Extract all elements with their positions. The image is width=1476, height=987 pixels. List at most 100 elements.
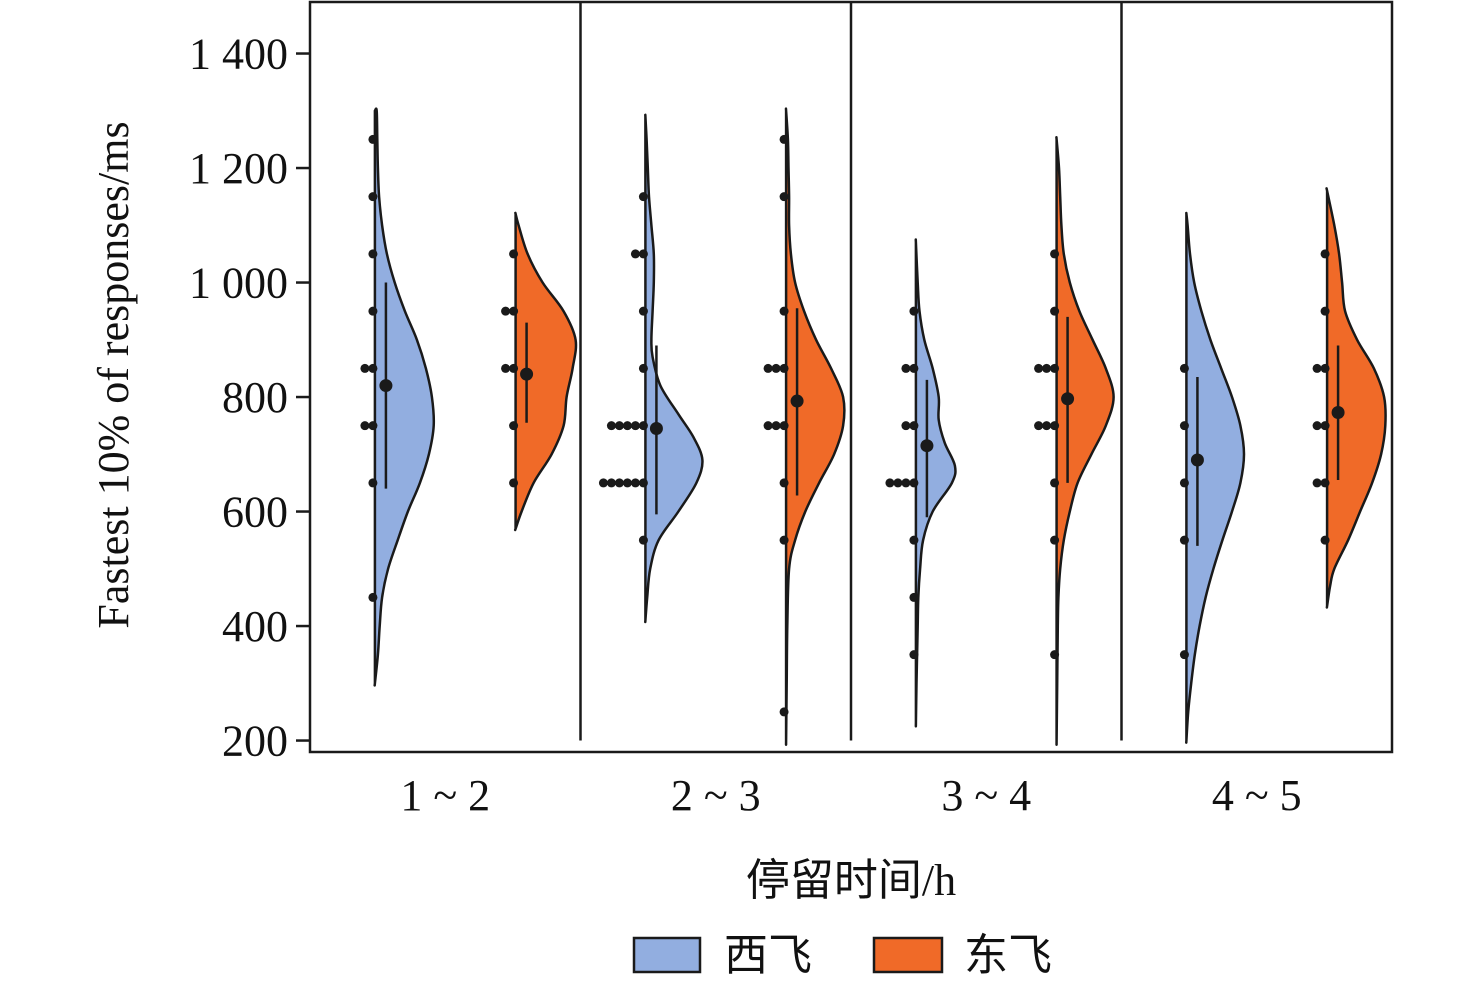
violin-body [784, 107, 846, 746]
violin-body [644, 113, 704, 624]
data-point [509, 249, 519, 259]
y-tick-label: 1 400 [189, 30, 288, 79]
data-point [779, 306, 789, 316]
x-tick-label: 4 ~ 5 [1212, 771, 1302, 820]
data-point [509, 421, 519, 431]
data-point [638, 535, 648, 545]
data-point [622, 421, 632, 431]
legend-swatch-dongfei [872, 936, 944, 974]
data-point [779, 421, 789, 431]
data-point [779, 478, 789, 488]
mean-point [520, 367, 534, 381]
x-tick-label: 1 ~ 2 [400, 771, 490, 820]
data-point [771, 421, 781, 431]
data-point [771, 363, 781, 373]
y-axis-ticks: 200 400 600 800 1 000 1 200 1 400 [189, 30, 310, 766]
data-point [1320, 421, 1330, 431]
data-point [1050, 363, 1060, 373]
data-point [1179, 535, 1189, 545]
data-point [1179, 363, 1189, 373]
mean-point [1190, 453, 1204, 467]
data-point [368, 592, 378, 602]
data-point [1050, 306, 1060, 316]
data-point [909, 592, 919, 602]
y-tick-label: 400 [222, 602, 288, 651]
violin-body [373, 107, 436, 687]
data-point [909, 306, 919, 316]
data-point [368, 478, 378, 488]
legend-label-xifei: 西飞 [724, 930, 812, 981]
data-point [638, 478, 648, 488]
data-point [368, 249, 378, 259]
data-point [901, 478, 911, 488]
data-point [1312, 478, 1322, 488]
data-point [368, 134, 378, 144]
data-point [630, 421, 640, 431]
data-point [909, 535, 919, 545]
data-point [638, 306, 648, 316]
data-point [885, 478, 895, 488]
data-point [360, 421, 370, 431]
data-point [638, 363, 648, 373]
data-point [779, 363, 789, 373]
data-point [1042, 363, 1052, 373]
mean-point [1331, 405, 1345, 419]
data-point [779, 192, 789, 202]
y-tick-label: 600 [222, 488, 288, 537]
data-point [763, 363, 773, 373]
data-point [1320, 478, 1330, 488]
data-point [1320, 249, 1330, 259]
data-point [1179, 478, 1189, 488]
data-point [622, 478, 632, 488]
data-point [1034, 363, 1044, 373]
data-point [779, 134, 789, 144]
violin-body [914, 238, 957, 728]
data-point [1179, 650, 1189, 660]
x-tick-label: 3 ~ 4 [941, 771, 1031, 820]
data-point [1050, 478, 1060, 488]
data-point [368, 306, 378, 316]
data-point [1050, 421, 1060, 431]
y-axis-title: Fastest 10% of responses/ms [89, 121, 138, 628]
data-point [360, 363, 370, 373]
data-point [1034, 421, 1044, 431]
data-point [1050, 535, 1060, 545]
data-point [614, 421, 624, 431]
data-point [1042, 421, 1052, 431]
data-point [909, 478, 919, 488]
violin-body [1185, 211, 1246, 744]
data-point [606, 421, 616, 431]
mean-point [1061, 392, 1075, 406]
mean-point [379, 379, 393, 393]
legend-swatch-xifei [632, 936, 702, 974]
data-point [763, 421, 773, 431]
data-point [368, 421, 378, 431]
data-point [598, 478, 608, 488]
y-tick-label: 800 [222, 373, 288, 422]
data-point [909, 363, 919, 373]
legend-label-dongfei: 东飞 [964, 930, 1052, 981]
data-point [509, 306, 519, 316]
y-tick-label: 200 [222, 717, 288, 766]
data-point [1320, 363, 1330, 373]
violin-body [1325, 187, 1387, 609]
x-axis-ticks: 1 ~ 2 2 ~ 3 3 ~ 4 4 ~ 5 [400, 771, 1301, 820]
data-point [909, 421, 919, 431]
data-point [1179, 421, 1189, 431]
data-point [630, 478, 640, 488]
x-axis-title: 停留时间/h [746, 856, 956, 905]
data-point [509, 363, 519, 373]
data-point [1320, 535, 1330, 545]
data-point [368, 192, 378, 202]
data-point [1312, 421, 1322, 431]
data-point [1050, 249, 1060, 259]
violin-body [1055, 136, 1115, 746]
y-tick-label: 1 200 [189, 144, 288, 193]
data-point [614, 478, 624, 488]
violins-layer [360, 107, 1387, 746]
y-tick-label: 1 000 [189, 259, 288, 308]
data-point [606, 478, 616, 488]
data-point [779, 535, 789, 545]
data-point [630, 249, 640, 259]
data-point [901, 421, 911, 431]
